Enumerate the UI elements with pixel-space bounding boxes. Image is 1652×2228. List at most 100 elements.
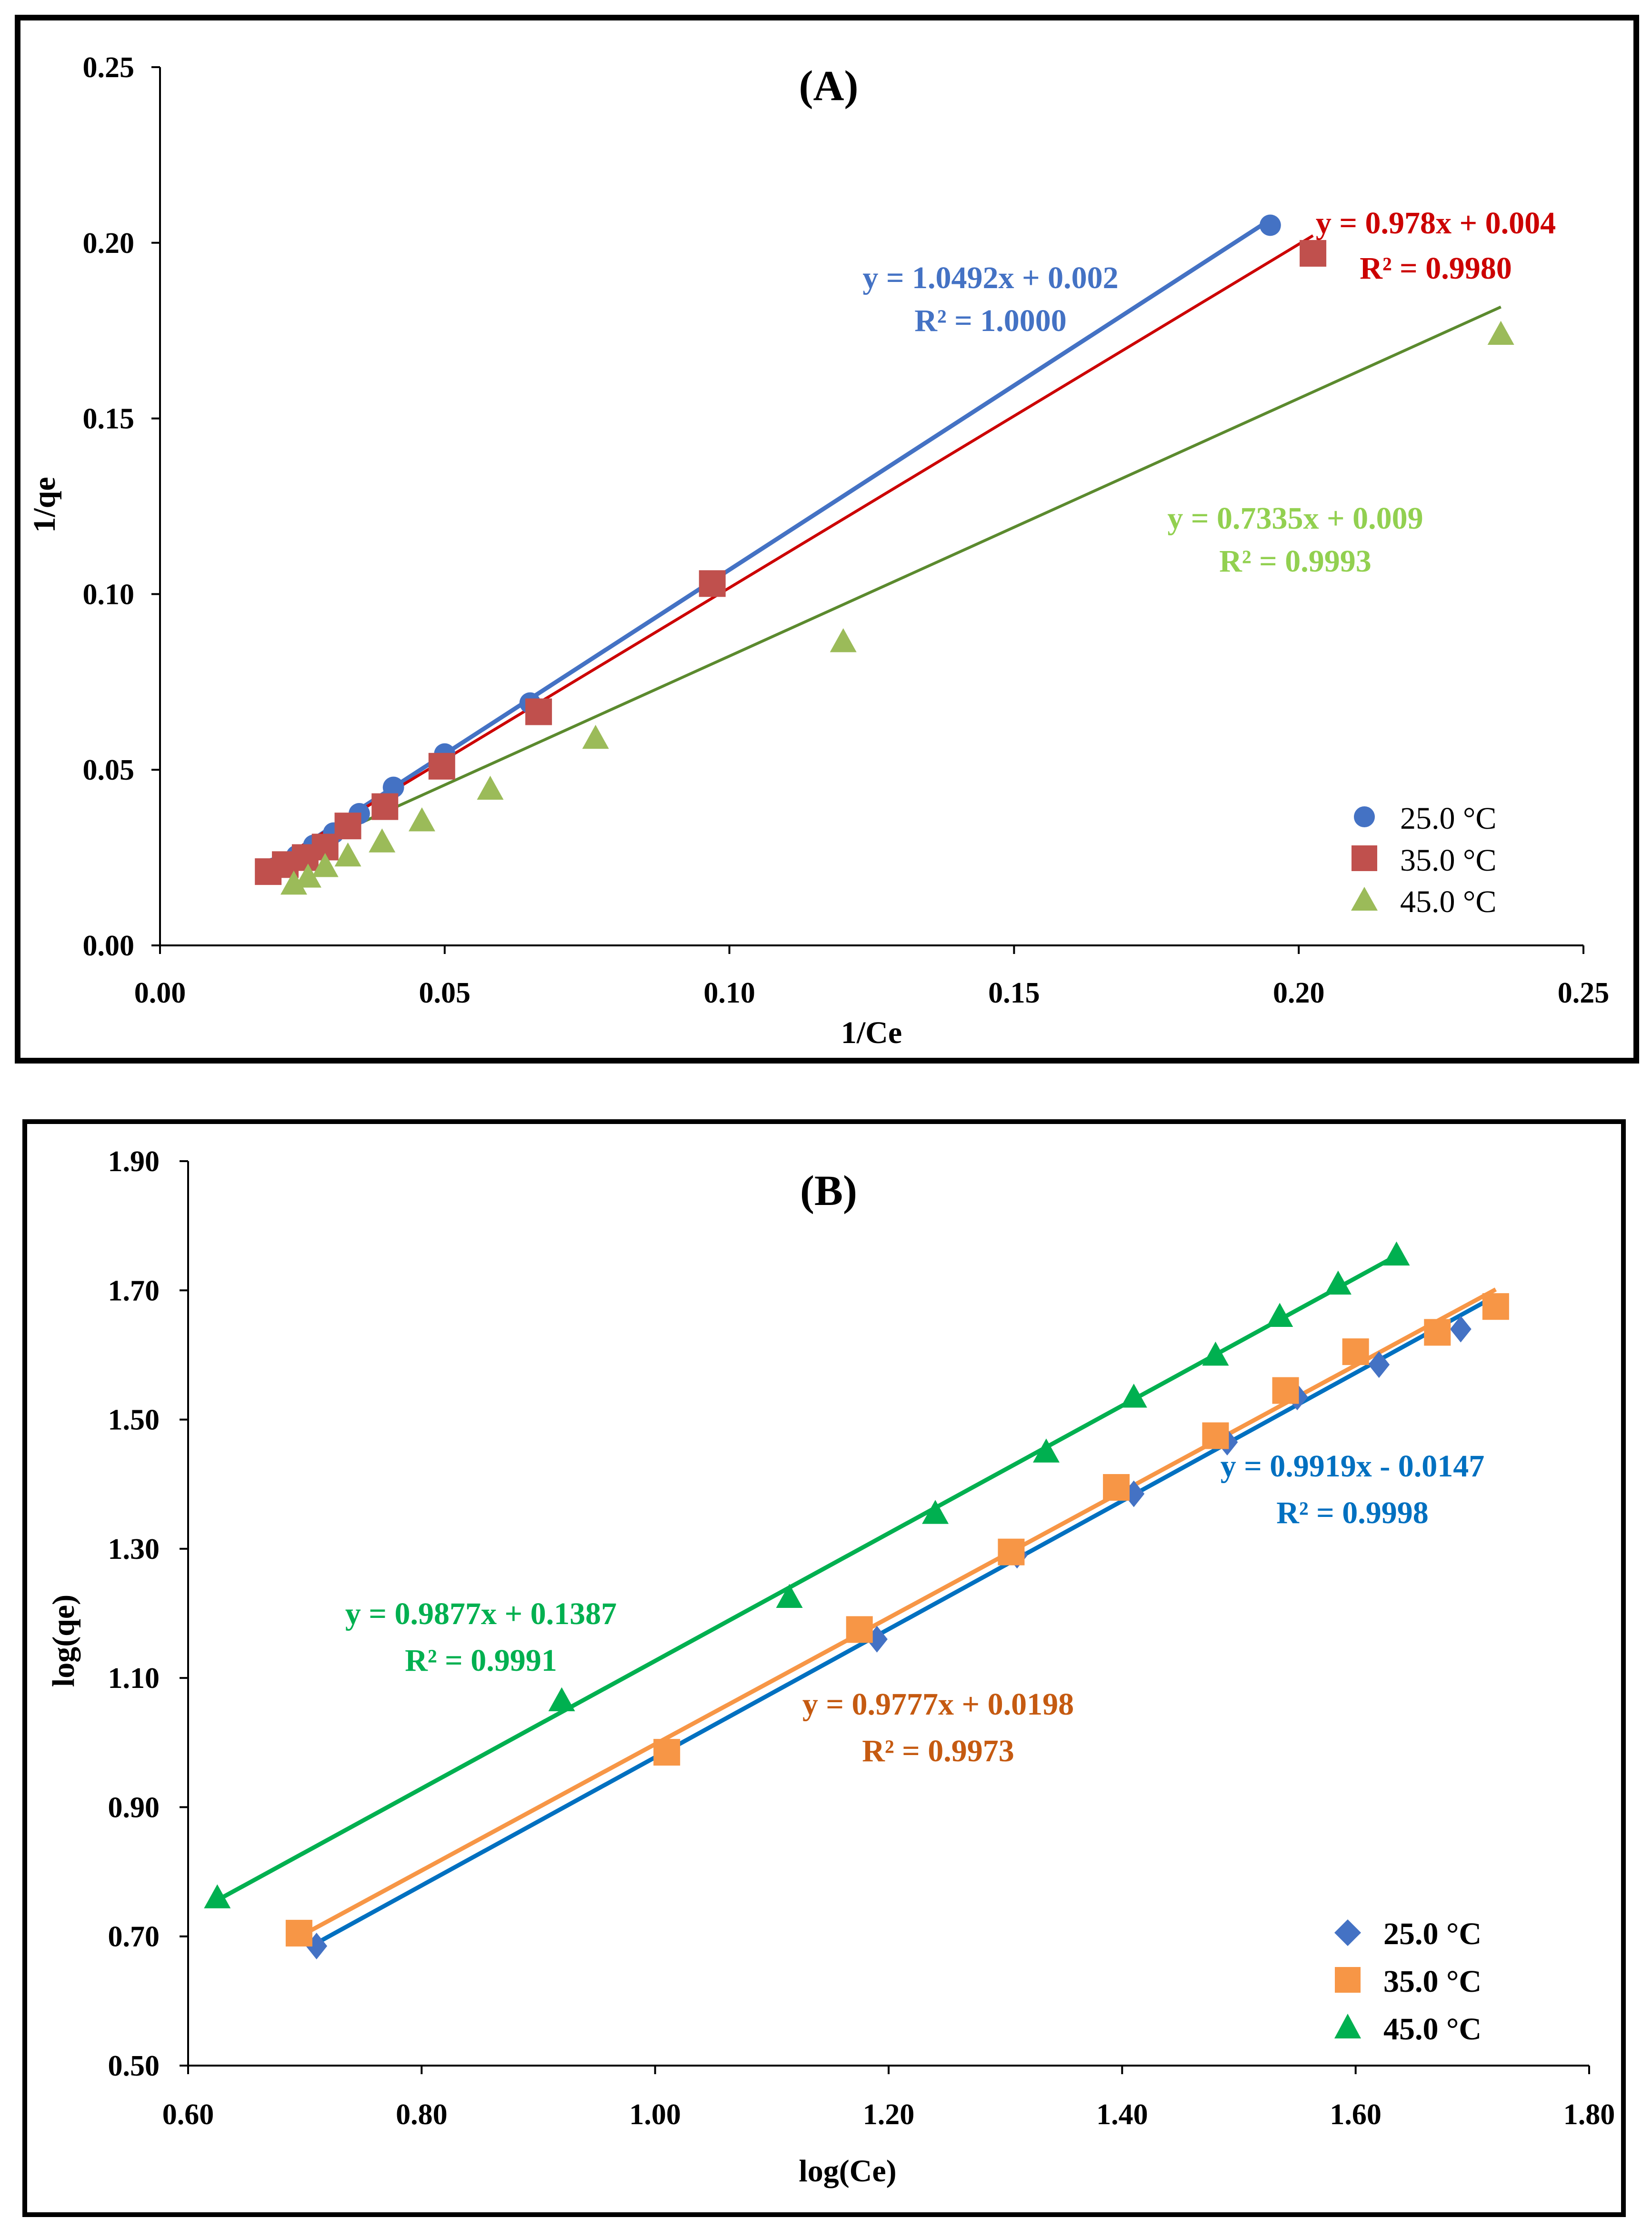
data-point bbox=[334, 842, 361, 867]
panel-a-title: (A) bbox=[799, 62, 859, 110]
data-point bbox=[998, 1538, 1025, 1566]
x-tick-label: 0.15 bbox=[988, 977, 1040, 1009]
data-point bbox=[776, 1584, 803, 1608]
data-point bbox=[285, 1919, 312, 1947]
data-point bbox=[1272, 1377, 1299, 1404]
panel-a-legend-35: 35.0 °C bbox=[1400, 843, 1496, 878]
data-point bbox=[548, 1687, 575, 1712]
y-tick-label: 0.70 bbox=[108, 1921, 160, 1953]
y-tick-label: 0.20 bbox=[83, 227, 135, 260]
data-point bbox=[1487, 321, 1514, 345]
data-point bbox=[369, 828, 396, 853]
y-tick-label: 0.05 bbox=[83, 754, 135, 786]
panel-a-eq-45: y = 0.7335x + 0.009 bbox=[1167, 501, 1423, 536]
panel-a-legend-marker-45 bbox=[1351, 887, 1378, 911]
data-point bbox=[408, 807, 435, 832]
y-tick-label: 1.70 bbox=[108, 1275, 160, 1307]
panel-b-legend: 25.0 °C 35.0 °C 45.0 °C bbox=[1334, 1917, 1482, 2047]
x-tick-label: 0.05 bbox=[419, 977, 471, 1009]
data-point bbox=[294, 863, 321, 888]
data-point bbox=[204, 1884, 231, 1908]
data-point bbox=[371, 793, 399, 820]
panel-a-y-label: 1/qe bbox=[27, 477, 62, 532]
panel-a-r2-25: R² = 1.0000 bbox=[914, 303, 1067, 338]
data-point bbox=[653, 1739, 681, 1766]
panel-a-r2-45: R² = 0.9993 bbox=[1219, 544, 1372, 579]
panel-b-legend-45: 45.0 °C bbox=[1383, 2012, 1482, 2047]
x-tick-label: 0.80 bbox=[396, 2098, 448, 2131]
x-tick-label: 1.00 bbox=[629, 2098, 681, 2131]
panel-a-axes: 0.00 0.05 0.10 0.15 0.20 0.25 0.00 0.05 0.10 0.15… bbox=[83, 51, 1610, 1009]
data-point bbox=[1032, 1438, 1060, 1463]
data-point bbox=[922, 1500, 949, 1524]
x-tick-label: 0.25 bbox=[1558, 977, 1610, 1009]
x-tick-label: 0.10 bbox=[703, 977, 755, 1009]
panel-a-frame bbox=[15, 15, 1639, 1064]
panel-b-legend-25: 25.0 °C bbox=[1383, 1917, 1482, 1951]
x-tick-label: 1.80 bbox=[1563, 2098, 1615, 2131]
panel-a-eq-35: y = 0.978x + 0.004 bbox=[1316, 206, 1556, 241]
panel-b-r2-25: R² = 0.9998 bbox=[1276, 1495, 1429, 1530]
y-tick-label: 1.10 bbox=[108, 1662, 160, 1695]
panel-a-eq-25: y = 1.0492x + 0.002 bbox=[862, 261, 1118, 295]
data-point bbox=[1450, 1315, 1472, 1343]
panel-b-x-label: log(Ce) bbox=[799, 2154, 896, 2188]
data-point bbox=[1266, 1303, 1293, 1327]
data-point bbox=[280, 870, 307, 895]
data-point bbox=[582, 724, 609, 749]
panel-b-r2-35: R² = 0.9973 bbox=[862, 1734, 1014, 1768]
panel-b-eq-35: y = 0.9777x + 0.0198 bbox=[802, 1687, 1074, 1722]
panel-b: (B) 0.60 0.80 1.00 1.20 1.40 1.60 1.80 0.50 0.70… bbox=[22, 1119, 1626, 2217]
data-point bbox=[525, 698, 552, 725]
panel-b-r2-45: R² = 0.9991 bbox=[405, 1643, 557, 1678]
panel-b-legend-35: 35.0 °C bbox=[1383, 1964, 1482, 1999]
y-tick-label: 0.10 bbox=[83, 578, 135, 611]
panel-b-frame bbox=[22, 1119, 1626, 2217]
data-point bbox=[1202, 1422, 1229, 1449]
data-point bbox=[1103, 1474, 1130, 1501]
data-point bbox=[1424, 1319, 1451, 1346]
x-tick-label: 1.20 bbox=[863, 2098, 915, 2131]
x-tick-label: 0.00 bbox=[134, 977, 186, 1009]
y-tick-label: 0.15 bbox=[83, 403, 135, 435]
panel-b-markers bbox=[204, 1241, 1509, 1960]
data-point bbox=[477, 775, 504, 800]
data-point bbox=[830, 628, 857, 652]
x-tick-label: 1.40 bbox=[1096, 2098, 1148, 2131]
panel-a: (A) 0.00 0.05 0.10 0.15 0.20 0.25 0.00 0.05 0.10… bbox=[15, 15, 1639, 1064]
fit-line-2 bbox=[293, 305, 1502, 855]
panel-a-legend: 25.0 °C 35.0 °C 45.0 °C bbox=[1351, 801, 1496, 919]
panel-a-legend-25: 25.0 °C bbox=[1400, 801, 1496, 836]
panel-b-y-label: log(qe) bbox=[46, 1595, 81, 1687]
data-point bbox=[1324, 1270, 1352, 1295]
data-point bbox=[1123, 1480, 1145, 1507]
y-tick-label: 1.90 bbox=[108, 1145, 160, 1178]
data-point bbox=[699, 570, 726, 597]
data-point bbox=[428, 753, 455, 780]
y-tick-label: 1.30 bbox=[108, 1533, 160, 1566]
x-tick-label: 0.20 bbox=[1273, 977, 1325, 1009]
panel-b-legend-marker-25 bbox=[1334, 1919, 1361, 1946]
data-point bbox=[334, 813, 361, 840]
panel-b-eq-25: y = 0.9919x - 0.0147 bbox=[1221, 1449, 1485, 1484]
data-point bbox=[1482, 1293, 1509, 1320]
x-tick-label: 1.60 bbox=[1330, 2098, 1382, 2131]
panel-b-legend-marker-45 bbox=[1334, 2014, 1361, 2038]
panel-b-legend-marker-35 bbox=[1335, 1967, 1361, 1993]
y-tick-label: 0.50 bbox=[108, 2050, 160, 2082]
panel-a-r2-35: R² = 0.9980 bbox=[1360, 251, 1512, 286]
panel-a-legend-45: 45.0 °C bbox=[1400, 884, 1496, 919]
y-tick-label: 1.50 bbox=[108, 1404, 160, 1436]
panel-a-legend-marker-25 bbox=[1354, 806, 1375, 827]
y-tick-label: 0.90 bbox=[108, 1791, 160, 1824]
data-point bbox=[1260, 214, 1281, 236]
data-point bbox=[846, 1616, 873, 1643]
y-tick-label: 0.25 bbox=[83, 51, 135, 84]
fit-line-2 bbox=[216, 1254, 1398, 1902]
panel-b-title: (B) bbox=[800, 1167, 857, 1214]
data-point bbox=[311, 853, 339, 877]
data-point bbox=[1342, 1338, 1369, 1365]
panel-b-eq-45: y = 0.9877x + 0.1387 bbox=[345, 1596, 617, 1631]
data-point bbox=[1202, 1341, 1229, 1366]
